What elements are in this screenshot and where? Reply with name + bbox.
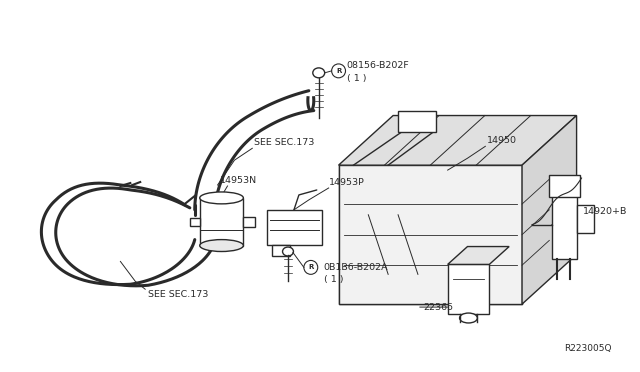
Bar bbox=[267, 210, 322, 244]
Bar bbox=[447, 264, 490, 314]
Text: 14953N: 14953N bbox=[220, 176, 257, 185]
Text: SEE SEC.173: SEE SEC.173 bbox=[254, 138, 315, 147]
Bar bbox=[272, 244, 290, 256]
Bar bbox=[243, 217, 255, 227]
Ellipse shape bbox=[460, 313, 477, 323]
Text: 14950: 14950 bbox=[487, 136, 517, 145]
Ellipse shape bbox=[282, 247, 294, 256]
Text: 14953P: 14953P bbox=[329, 177, 365, 186]
Ellipse shape bbox=[313, 68, 324, 78]
Text: ( 1 ): ( 1 ) bbox=[324, 275, 343, 284]
Text: ( 1 ): ( 1 ) bbox=[346, 74, 366, 83]
Ellipse shape bbox=[200, 240, 243, 251]
Text: 14920+B: 14920+B bbox=[582, 207, 627, 216]
Bar bbox=[577, 205, 595, 232]
Ellipse shape bbox=[200, 192, 243, 204]
Text: 08156-B202F: 08156-B202F bbox=[346, 61, 409, 70]
Text: R223005Q: R223005Q bbox=[564, 344, 611, 353]
Text: 22365: 22365 bbox=[423, 302, 453, 312]
Bar bbox=[190, 218, 200, 226]
Bar bbox=[398, 110, 436, 132]
Polygon shape bbox=[339, 116, 577, 165]
Bar bbox=[549, 175, 580, 197]
Text: R: R bbox=[336, 68, 341, 74]
Bar bbox=[200, 198, 243, 246]
Polygon shape bbox=[339, 165, 522, 304]
Polygon shape bbox=[447, 247, 509, 264]
Text: 0B1B6-B202A: 0B1B6-B202A bbox=[324, 263, 388, 272]
Text: R: R bbox=[308, 264, 314, 270]
Polygon shape bbox=[522, 116, 577, 304]
Text: SEE SEC.173: SEE SEC.173 bbox=[148, 290, 209, 299]
Bar bbox=[552, 195, 577, 259]
